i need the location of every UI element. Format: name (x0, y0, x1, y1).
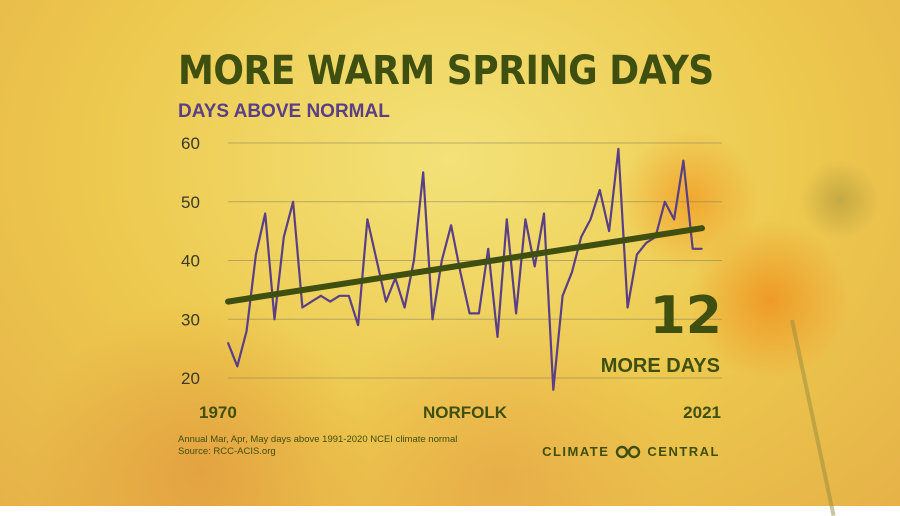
data-point-2013 (626, 306, 629, 309)
data-point-1985 (366, 218, 369, 221)
brand-name-right: CENTRAL (647, 444, 720, 459)
data-point-2014 (636, 253, 638, 256)
data-point-2017 (664, 200, 666, 203)
footnote-description: Annual Mar, Apr, May days above 1991-202… (178, 434, 458, 445)
page-title: MORE WARM SPRING DAYS (178, 48, 714, 94)
trend-line (225, 225, 705, 305)
data-point-1983 (348, 294, 350, 297)
x-tick-start: 1970 (199, 403, 237, 422)
data-point-1982 (338, 294, 341, 297)
data-point-1999 (496, 336, 499, 338)
data-point-2011 (608, 230, 610, 232)
data-point-1990 (413, 259, 415, 262)
x-tick-end: 2021 (683, 403, 721, 422)
data-point-1981 (329, 300, 332, 303)
y-tick-label-20: 20 (181, 369, 200, 388)
brand-logo: CLIMATE CENTRAL (542, 444, 720, 459)
callout-number: 12 (649, 286, 722, 346)
data-point-2021 (701, 247, 703, 250)
y-tick-label-50: 50 (181, 193, 200, 212)
data-point-2001 (515, 312, 517, 315)
data-point-1979 (310, 300, 313, 303)
data-point-1992 (431, 318, 434, 321)
data-point-2020 (691, 247, 694, 250)
data-point-1986 (375, 259, 378, 262)
data-point-2008 (580, 236, 582, 238)
data-point-2000 (506, 218, 508, 221)
data-point-2002 (524, 218, 527, 221)
data-point-1994 (450, 224, 452, 227)
callout-text: MORE DAYS (600, 355, 720, 377)
footnote-source: Source: RCC-ACIS.org (178, 446, 276, 457)
data-point-1987 (385, 300, 387, 303)
data-point-2012 (617, 148, 620, 150)
data-point-1978 (301, 306, 304, 309)
data-point-1975 (273, 318, 276, 321)
data-point-2003 (533, 265, 536, 268)
infinity-icon (616, 445, 641, 458)
data-point-1993 (440, 259, 443, 262)
data-point-2018 (673, 218, 675, 221)
data-point-2005 (552, 388, 555, 391)
data-point-2010 (598, 189, 601, 191)
y-tick-label-30: 30 (181, 310, 200, 329)
data-point-1980 (320, 294, 322, 297)
data-point-1984 (357, 324, 359, 326)
data-point-2004 (543, 212, 545, 215)
data-point-1995 (459, 271, 462, 274)
data-point-1976 (282, 236, 285, 238)
series-line-days-above-normal (226, 147, 702, 391)
data-point-1997 (478, 312, 480, 315)
data-point-2007 (571, 271, 573, 274)
data-point-1970 (227, 341, 229, 344)
x-axis-label-location: NORFOLK (423, 403, 508, 422)
page-subtitle: DAYS ABOVE NORMAL (178, 101, 390, 122)
data-point-1998 (487, 247, 490, 250)
data-point-1972 (245, 330, 248, 332)
data-point-1991 (422, 171, 424, 174)
data-point-1971 (236, 365, 239, 368)
data-point-2015 (645, 242, 648, 244)
data-point-2019 (682, 159, 685, 162)
data-point-1974 (264, 212, 266, 215)
brand-name-left: CLIMATE (542, 444, 610, 459)
series-points (227, 148, 703, 391)
y-tick-label-60: 60 (181, 134, 200, 153)
data-point-2009 (589, 218, 592, 221)
y-tick-label-40: 40 (181, 252, 200, 271)
data-point-1977 (292, 200, 294, 203)
footnote: Annual Mar, Apr, May days above 1991-202… (178, 434, 457, 458)
data-point-1973 (255, 253, 257, 256)
data-point-1989 (403, 306, 406, 309)
y-axis-ticks: 20 30 40 50 60 (181, 134, 200, 388)
data-point-2006 (561, 294, 564, 297)
data-point-1996 (468, 312, 471, 315)
